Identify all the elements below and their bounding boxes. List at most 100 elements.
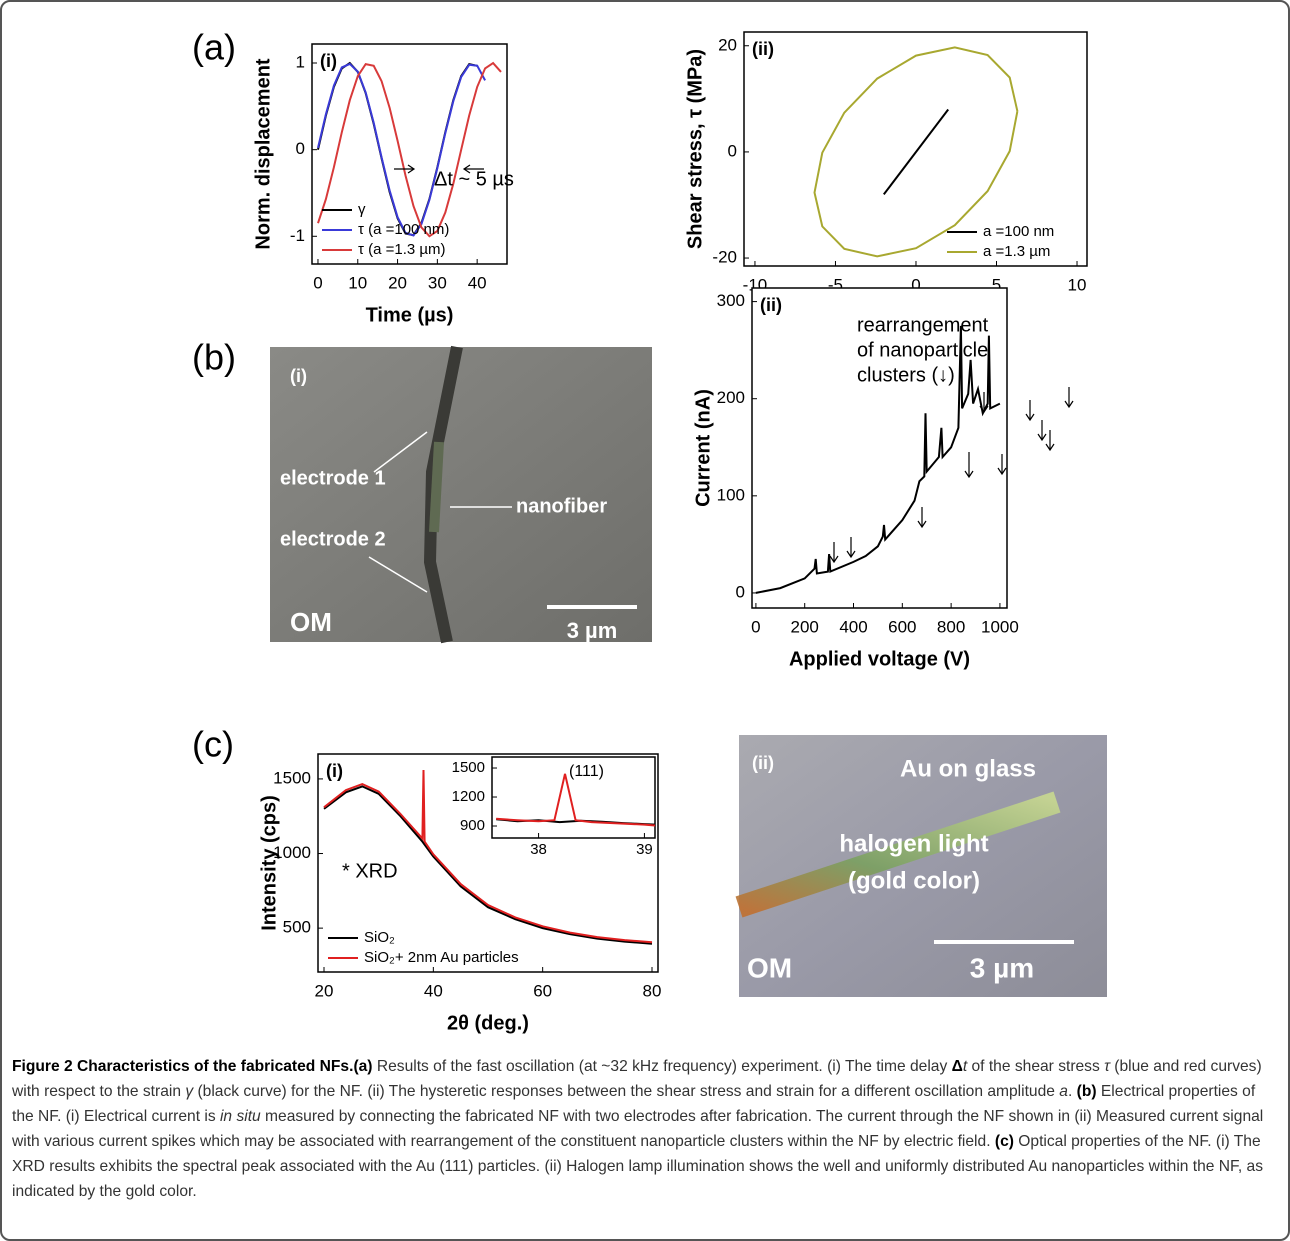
y-tick-label: 0 [296, 139, 305, 158]
photo-c: (ii) Au on glass halogen light (gold col… [735, 735, 1107, 997]
x-axis-label: Applied voltage (V) [789, 648, 970, 670]
panel-label: (i) [320, 51, 337, 71]
legend-label: a =1.3 µm [983, 243, 1050, 260]
caption-text: γ [185, 1083, 194, 1100]
x-tick-label: 60 [533, 981, 552, 1000]
series-line [755, 325, 1001, 594]
y-tick-label: 500 [283, 918, 311, 937]
photo-label: (gold color) [848, 867, 980, 894]
arrow [846, 537, 856, 559]
x-tick-label: 5 [992, 275, 1001, 294]
y-tick-label: 20 [718, 35, 737, 54]
plot-frame [311, 43, 508, 265]
annotation: Δt ~ 5 µs [434, 168, 514, 190]
arrow [829, 542, 839, 564]
panel-label: (i) [326, 761, 343, 781]
photo-label: OM [747, 952, 792, 983]
y-tick-label: 1500 [273, 768, 311, 787]
fiber-shape [735, 791, 1061, 918]
photo-label: OM [290, 607, 332, 637]
x-tick-label: 39 [636, 841, 653, 858]
photo-label: 3 µm [970, 952, 1034, 983]
caption-text: (a) [353, 1058, 373, 1075]
caption: Figure 2 Characteristics of the fabricat… [12, 1054, 1280, 1204]
legend-label: SiO₂ [364, 929, 395, 946]
caption-text: Optical properties of the NF. (i) The XR… [12, 1133, 1263, 1200]
figure: (a) (b) (c) (i) electrode 1 electrode 2 … [192, 27, 1107, 1034]
caption-text: a [1059, 1083, 1068, 1100]
pointer [373, 431, 428, 473]
caption-title: Figure 2 Characteristics of the fabricat… [12, 1058, 354, 1075]
photo-panel-label: (ii) [752, 753, 774, 773]
y-tick-label: 0 [728, 141, 737, 160]
plot-frame [743, 31, 1088, 267]
x-tick-label: 20 [388, 273, 407, 292]
panel-label: (ii) [752, 39, 774, 59]
panel-label: (c) [192, 724, 234, 765]
panel-label: (a) [192, 27, 236, 68]
caption-text: (black curve) for the NF. (ii) The hyste… [193, 1083, 1060, 1100]
photo-label: halogen light [839, 830, 988, 857]
fiber-shape [429, 441, 444, 533]
x-axis-label: Time (µs) [366, 304, 454, 326]
photo-label: Au on glass [900, 755, 1036, 782]
x-tick-label: 200 [791, 617, 819, 636]
y-axis-label: Norm. displacement [252, 58, 274, 250]
y-tick-label: 0 [736, 582, 745, 601]
photo-panel-label: (i) [290, 366, 307, 386]
y-tick-label: 900 [460, 817, 485, 834]
x-tick-label: 40 [424, 981, 443, 1000]
x-tick-label: 800 [937, 617, 965, 636]
series-line [317, 61, 502, 238]
annotation: * XRD [342, 860, 398, 882]
caption-text: . [1067, 1083, 1077, 1100]
caption-text: of the shear stress [967, 1058, 1105, 1075]
photo-label: electrode 2 [280, 528, 386, 550]
photo-background [270, 347, 652, 642]
y-tick-label: 100 [717, 485, 745, 504]
annotation: (111) [569, 763, 604, 780]
legend-label: a =100 nm [983, 223, 1054, 240]
x-tick-label: 10 [1068, 275, 1087, 294]
x-tick-label: 0 [751, 617, 760, 636]
photo-label: 3 µm [567, 618, 618, 643]
y-tick-label: 1200 [452, 788, 485, 805]
photo-background [739, 735, 1107, 997]
caption-text: Electrical properties of the NF. (i) Ele… [12, 1083, 1256, 1125]
series-line [323, 769, 653, 944]
y-tick-label: 1500 [452, 759, 485, 776]
legend-label: τ (a =1.3 µm) [358, 241, 446, 258]
series-line [813, 46, 1019, 258]
photo-label: nanofiber [516, 495, 607, 517]
arrow [394, 164, 484, 174]
x-tick-label: 80 [643, 981, 662, 1000]
x-tick-label: 40 [468, 273, 487, 292]
y-tick-label: 1000 [273, 843, 311, 862]
pointer [368, 556, 428, 593]
arrow [997, 454, 1007, 476]
series-line [317, 62, 486, 237]
plot-frame [751, 287, 1008, 609]
arrow [1064, 387, 1074, 409]
x-axis-label: 2θ (deg.) [447, 1012, 529, 1034]
caption-text: τ [1104, 1058, 1110, 1075]
series-line [883, 108, 949, 196]
arrow [917, 507, 927, 529]
caption-text: (b) [1076, 1083, 1097, 1100]
photo-b: (i) electrode 1 electrode 2 nanofiber OM… [270, 345, 652, 644]
photo-label: electrode 1 [280, 467, 386, 489]
caption-text: in situ [219, 1108, 261, 1125]
caption-text: (c) [994, 1133, 1014, 1150]
panel-label: (ii) [760, 295, 782, 315]
x-tick-label: 1000 [981, 617, 1019, 636]
y-tick-label: 200 [717, 388, 745, 407]
caption-text: measured by connecting the fabricated NF… [12, 1108, 1264, 1150]
x-tick-label: 30 [428, 273, 447, 292]
y-tick-label: -20 [712, 248, 737, 267]
y-tick-label: 1 [296, 53, 305, 72]
series-line [323, 785, 653, 945]
x-tick-label: 0 [911, 275, 920, 294]
panel-label: (b) [192, 337, 236, 378]
x-tick-label: 400 [839, 617, 867, 636]
y-axis-label: Current (nA) [692, 389, 714, 507]
